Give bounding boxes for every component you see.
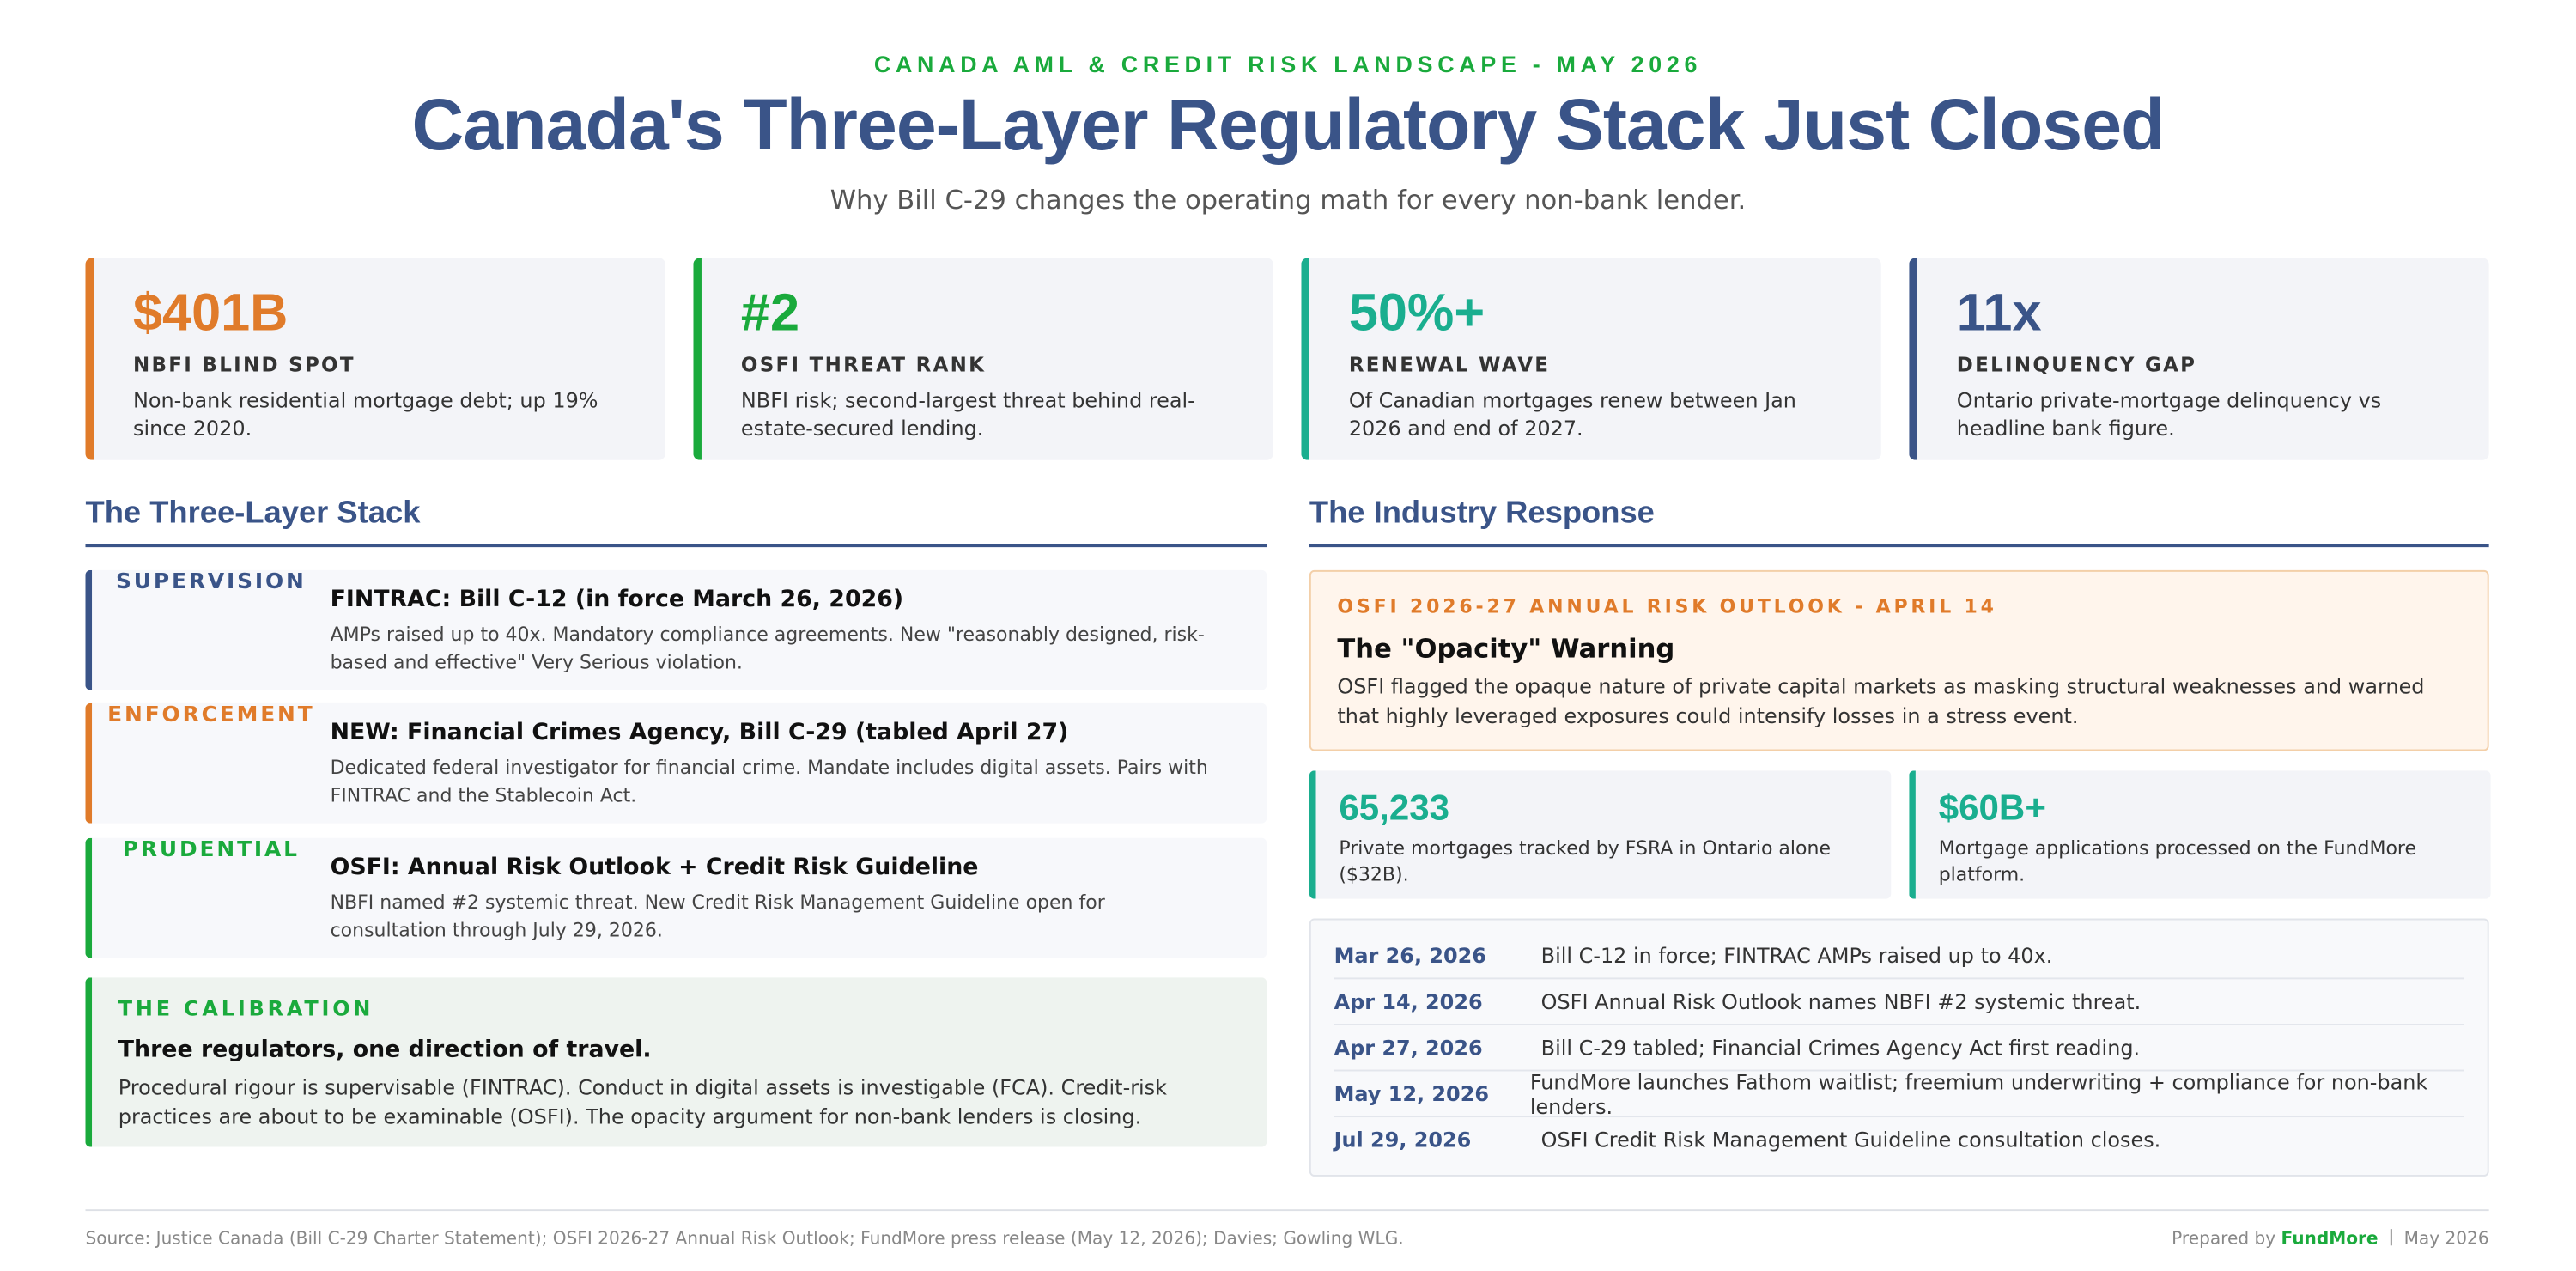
stat-desc: Non-bank residential mortgage debt; up 1… xyxy=(132,387,598,441)
timeline-date: May 12, 2026 xyxy=(1334,1080,1489,1106)
metric-card: 65,233 Private mortgages tracked by FSRA … xyxy=(1309,770,1892,899)
stat-value: 11x xyxy=(1956,283,2042,342)
metric-desc: Private mortgages tracked by FSRA in Ont… xyxy=(1339,836,1831,886)
timeline-date: Mar 26, 2026 xyxy=(1334,943,1486,968)
stat-value: $401B xyxy=(132,283,289,342)
stat-label: RENEWAL WAVE xyxy=(1348,353,1551,377)
divider xyxy=(85,1209,2489,1212)
stat-card: $401B NBFI BLIND SPOT Non-bank residential… xyxy=(85,258,665,460)
layer-desc: AMPs raised up to 40x. Mandatory complia… xyxy=(330,623,1205,673)
layer-title: FINTRAC: Bill C-12 (in force March 26, 2… xyxy=(330,587,904,613)
stat-value: #2 xyxy=(740,283,799,342)
metric-desc: Mortgage applications processed on the F… xyxy=(1938,836,2417,886)
prepared-by: Prepared by xyxy=(2172,1229,2276,1250)
card-title: Three regulators, one direction of trave… xyxy=(118,1037,652,1063)
credit: Prepared by FundMore May 2026 xyxy=(2172,1229,2489,1249)
layer-card: SUPERVISION FINTRAC: Bill C-12 (in force … xyxy=(85,569,1267,690)
timeline-row: May 12, 2026 FundMore launches Fathom wai… xyxy=(1334,1068,2464,1119)
layer-desc: NBFI named #2 systemic threat. New Credi… xyxy=(330,891,1105,941)
kicker: CANADA AML & CREDIT RISK LANDSCAPE - MAY… xyxy=(873,51,1703,77)
card-text: OSFI flagged the opaque nature of privat… xyxy=(1337,673,2425,728)
layer-card: ENFORCEMENT NEW: Financial Crimes Agency,… xyxy=(85,702,1267,824)
outlook-card: OSFI 2026-27 ANNUAL RISK OUTLOOK - APRIL… xyxy=(1309,569,2489,751)
separator xyxy=(2390,1229,2392,1246)
title: Canada's Three-Layer Regulatory Stack Ju… xyxy=(411,85,2165,167)
layer-name: SUPERVISION xyxy=(116,569,307,595)
timeline-text: Bill C-29 tabled; Financial Crimes Agenc… xyxy=(1540,1035,2141,1061)
stat-card: #2 OSFI THREAT RANK NBFI risk; second-larg… xyxy=(693,258,1273,460)
timeline: Mar 26, 2026 Bill C-12 in force; FINTRAC … xyxy=(1309,918,2489,1177)
calibration-card: THE CALIBRATION Three regulators, one di… xyxy=(85,977,1267,1147)
metric-card: $60B+ Mortgage applications processed on … xyxy=(1909,770,2491,899)
timeline-text: OSFI Annual Risk Outlook names NBFI #2 s… xyxy=(1540,988,2142,1014)
timeline-text: Bill C-12 in force; FINTRAC AMPs raised … xyxy=(1540,943,2053,968)
section-heading: The Three-Layer Stack xyxy=(85,496,1267,548)
timeline-text: OSFI Credit Risk Management Guideline co… xyxy=(1540,1127,2161,1152)
card-kicker: OSFI 2026-27 ANNUAL RISK OUTLOOK - APRIL… xyxy=(1337,594,1997,618)
timeline-row: Apr 27, 2026 Bill C-29 tabled; Financial … xyxy=(1334,1025,2464,1072)
stat-value: 50%+ xyxy=(1348,283,1485,342)
section-heading: The Industry Response xyxy=(1309,496,2489,548)
card-text: Procedural rigour is supervisable (FINTR… xyxy=(118,1074,1167,1129)
stat-desc: Of Canadian mortgages renew between Jan … xyxy=(1348,387,1796,441)
timeline-row: Apr 14, 2026 OSFI Annual Risk Outlook nam… xyxy=(1334,979,2464,1025)
timeline-text: FundMore launches Fathom waitlist; freem… xyxy=(1529,1068,2428,1119)
date: May 2026 xyxy=(2403,1229,2489,1250)
metric-value: 65,233 xyxy=(1339,787,1450,829)
layer-title: OSFI: Annual Risk Outlook + Credit Risk … xyxy=(330,854,979,881)
brand: FundMore xyxy=(2281,1229,2379,1250)
timeline-row: Jul 29, 2026 OSFI Credit Risk Management … xyxy=(1334,1117,2464,1162)
stat-label: DELINQUENCY GAP xyxy=(1956,353,2197,377)
timeline-row: Mar 26, 2026 Bill C-12 in force; FINTRAC … xyxy=(1334,933,2464,980)
card-title: The "Opacity" Warning xyxy=(1337,632,1675,664)
metric-value: $60B+ xyxy=(1938,787,2046,829)
source: Source: Justice Canada (Bill C-29 Charte… xyxy=(85,1229,1404,1250)
stat-card: 50%+ RENEWAL WAVE Of Canadian mortgages re… xyxy=(1301,258,1881,460)
timeline-date: Apr 14, 2026 xyxy=(1334,988,1483,1014)
layer-card: PRUDENTIAL OSFI: Annual Risk Outlook + Cr… xyxy=(85,837,1267,958)
layer-title: NEW: Financial Crimes Agency, Bill C-29 … xyxy=(330,720,1069,746)
card-kicker: THE CALIBRATION xyxy=(118,995,374,1021)
stat-label: NBFI BLIND SPOT xyxy=(132,353,355,377)
stat-desc: NBFI risk; second-largest threat behind … xyxy=(740,387,1195,441)
timeline-date: Apr 27, 2026 xyxy=(1334,1035,1483,1061)
layer-name: ENFORCEMENT xyxy=(107,702,315,728)
timeline-date: Jul 29, 2026 xyxy=(1334,1127,1472,1152)
subtitle: Why Bill C-29 changes the operating math… xyxy=(829,184,1747,216)
stat-desc: Ontario private-mortgage delinquency vs … xyxy=(1956,387,2382,441)
stat-label: OSFI THREAT RANK xyxy=(740,353,987,377)
layer-desc: Dedicated federal investigator for finan… xyxy=(330,756,1208,806)
layer-name: PRUDENTIAL xyxy=(122,837,300,863)
stat-card: 11x DELINQUENCY GAP Ontario private-mortga… xyxy=(1909,258,2489,460)
